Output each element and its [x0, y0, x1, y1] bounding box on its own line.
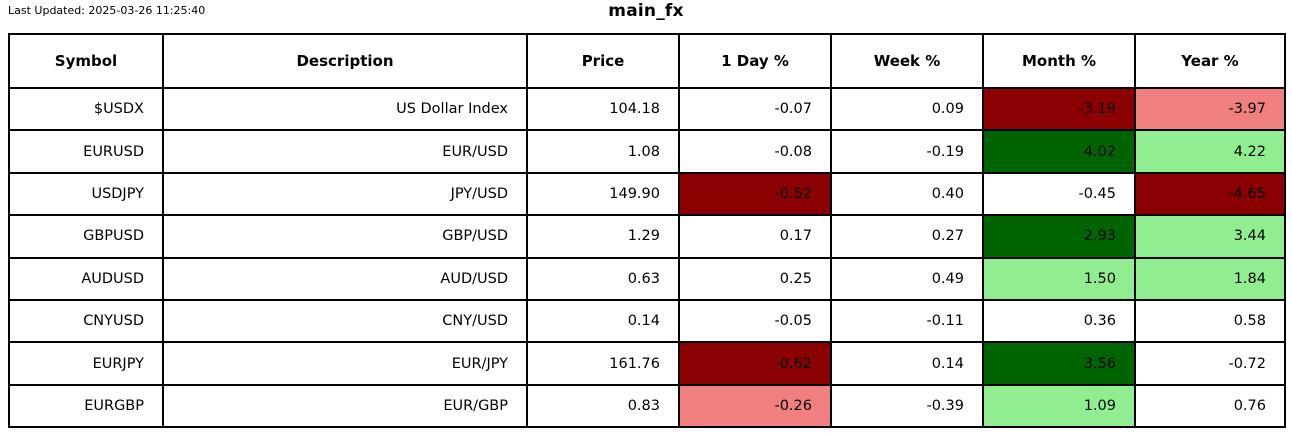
year-change-cell: -3.97: [1134, 86, 1286, 132]
description-cell: EUR/USD: [162, 129, 528, 174]
table-header-row: Symbol Description Price 1 Day % Week % …: [8, 33, 1286, 89]
price-cell: 0.14: [526, 298, 680, 344]
symbol-cell: $USDX: [8, 86, 164, 132]
week-change-cell: 0.09: [830, 86, 984, 132]
year-change-cell: -4.65: [1134, 171, 1286, 217]
symbol-cell: GBPUSD: [8, 214, 164, 259]
symbol-cell: AUDUSD: [8, 256, 164, 301]
month-change-cell: -0.45: [982, 171, 1136, 217]
day-change-cell: -0.07: [678, 86, 832, 132]
table-row: $USDX US Dollar Index 104.18 -0.07 0.09 -3.19…: [8, 86, 1286, 132]
page-title: main_fx: [608, 1, 684, 21]
description-cell: JPY/USD: [162, 171, 528, 217]
symbol-cell: EURUSD: [8, 129, 164, 174]
table-row: EURGBP EUR/GBP 0.83 -0.26 -0.39 1.09 0.76: [8, 383, 1286, 429]
week-change-cell: -0.19: [830, 129, 984, 174]
symbol-cell: EURGBP: [8, 383, 164, 429]
day-change-cell: 0.25: [678, 256, 832, 301]
last-updated-label: Last Updated: 2025-03-26 11:25:40: [8, 4, 206, 17]
year-change-cell: 4.22: [1134, 129, 1286, 174]
year-change-cell: 0.76: [1134, 383, 1286, 429]
description-cell: CNY/USD: [162, 298, 528, 344]
price-cell: 0.83: [526, 383, 680, 429]
week-change-cell: 0.27: [830, 214, 984, 259]
day-change-cell: -0.62: [678, 341, 832, 386]
price-cell: 161.76: [526, 341, 680, 386]
description-cell: EUR/GBP: [162, 383, 528, 429]
table-row: GBPUSD GBP/USD 1.29 0.17 0.27 2.93 3.44: [8, 214, 1286, 259]
month-change-cell: 1.50: [982, 256, 1136, 301]
description-cell: US Dollar Index: [162, 86, 528, 132]
price-cell: 1.29: [526, 214, 680, 259]
month-change-cell: 0.36: [982, 298, 1136, 344]
day-change-cell: -0.52: [678, 171, 832, 217]
month-change-cell: 3.56: [982, 341, 1136, 386]
month-change-cell: -3.19: [982, 86, 1136, 132]
year-change-cell: 0.58: [1134, 298, 1286, 344]
price-cell: 104.18: [526, 86, 680, 132]
description-cell: EUR/JPY: [162, 341, 528, 386]
table-row: USDJPY JPY/USD 149.90 -0.52 0.40 -0.45 -4.65: [8, 171, 1286, 217]
symbol-cell: EURJPY: [8, 341, 164, 386]
price-cell: 149.90: [526, 171, 680, 217]
table-row: CNYUSD CNY/USD 0.14 -0.05 -0.11 0.36 0.58: [8, 298, 1286, 344]
week-change-cell: 0.40: [830, 171, 984, 217]
price-cell: 1.08: [526, 129, 680, 174]
day-change-cell: -0.08: [678, 129, 832, 174]
year-change-cell: 3.44: [1134, 214, 1286, 259]
col-header-description: Description: [162, 33, 528, 89]
table-row: AUDUSD AUD/USD 0.63 0.25 0.49 1.50 1.84: [8, 256, 1286, 301]
month-change-cell: 1.09: [982, 383, 1136, 429]
year-change-cell: -0.72: [1134, 341, 1286, 386]
day-change-cell: -0.05: [678, 298, 832, 344]
col-header-year-pct: Year %: [1134, 33, 1286, 89]
col-header-symbol: Symbol: [8, 33, 164, 89]
table-row: EURUSD EUR/USD 1.08 -0.08 -0.19 4.02 4.22: [8, 129, 1286, 174]
day-change-cell: 0.17: [678, 214, 832, 259]
description-cell: GBP/USD: [162, 214, 528, 259]
symbol-cell: CNYUSD: [8, 298, 164, 344]
fx-table-body: $USDX US Dollar Index 104.18 -0.07 0.09 -3.19…: [8, 86, 1286, 429]
col-header-week-pct: Week %: [830, 33, 984, 89]
symbol-cell: USDJPY: [8, 171, 164, 217]
week-change-cell: 0.14: [830, 341, 984, 386]
week-change-cell: 0.49: [830, 256, 984, 301]
fx-table: Symbol Description Price 1 Day % Week % …: [8, 33, 1286, 429]
month-change-cell: 2.93: [982, 214, 1136, 259]
week-change-cell: -0.39: [830, 383, 984, 429]
col-header-month-pct: Month %: [982, 33, 1136, 89]
price-cell: 0.63: [526, 256, 680, 301]
description-cell: AUD/USD: [162, 256, 528, 301]
table-row: EURJPY EUR/JPY 161.76 -0.62 0.14 3.56 -0.72: [8, 341, 1286, 386]
day-change-cell: -0.26: [678, 383, 832, 429]
week-change-cell: -0.11: [830, 298, 984, 344]
col-header-price: Price: [526, 33, 680, 89]
col-header-day-pct: 1 Day %: [678, 33, 832, 89]
year-change-cell: 1.84: [1134, 256, 1286, 301]
month-change-cell: 4.02: [982, 129, 1136, 174]
